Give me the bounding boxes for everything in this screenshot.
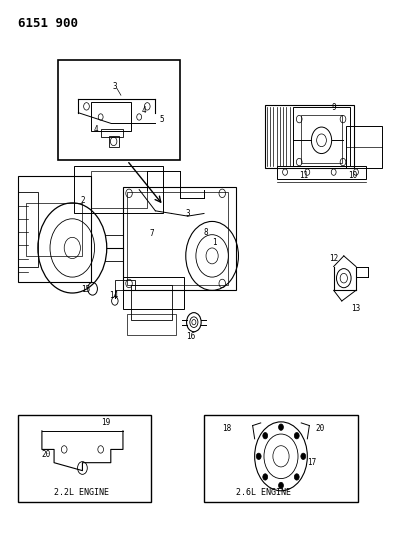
Text: 11: 11: [299, 171, 308, 180]
Bar: [127, 192, 228, 285]
Circle shape: [256, 453, 261, 459]
Text: 9: 9: [332, 103, 336, 112]
Bar: [18, 415, 151, 503]
Circle shape: [294, 474, 299, 480]
Text: 20: 20: [315, 424, 325, 433]
Circle shape: [263, 432, 268, 439]
Text: 19: 19: [101, 418, 110, 427]
Text: 4: 4: [94, 125, 98, 134]
Text: 12: 12: [330, 254, 339, 263]
Bar: [277, 166, 366, 179]
Bar: [58, 60, 180, 160]
Text: 4: 4: [141, 106, 146, 115]
Text: 15: 15: [82, 285, 91, 294]
Text: 16: 16: [186, 332, 196, 341]
Text: 13: 13: [351, 304, 360, 313]
Circle shape: [279, 482, 284, 489]
Text: 6151 900: 6151 900: [18, 17, 78, 30]
Text: 17: 17: [307, 458, 317, 467]
Bar: [91, 102, 131, 131]
Text: 8: 8: [203, 228, 208, 237]
Bar: [346, 126, 382, 168]
Text: 3: 3: [113, 82, 118, 91]
Circle shape: [294, 432, 299, 439]
Text: 10: 10: [348, 171, 357, 180]
Text: 2.2L ENGINE: 2.2L ENGINE: [54, 488, 109, 497]
Bar: [74, 166, 164, 214]
Text: 7: 7: [149, 229, 154, 238]
Bar: [91, 171, 147, 208]
Bar: [115, 280, 135, 290]
Bar: [18, 176, 91, 282]
Text: 18: 18: [222, 424, 231, 433]
Text: 2.6L ENGINE: 2.6L ENGINE: [236, 488, 291, 497]
Text: 2: 2: [80, 196, 85, 205]
Bar: [101, 128, 123, 136]
Bar: [26, 203, 82, 256]
Bar: [131, 285, 172, 319]
Circle shape: [279, 424, 284, 430]
Bar: [127, 314, 175, 335]
Bar: [301, 115, 342, 163]
Circle shape: [301, 453, 306, 459]
Bar: [265, 105, 354, 168]
Bar: [204, 415, 358, 503]
Bar: [123, 277, 184, 309]
Bar: [109, 135, 119, 147]
Text: 20: 20: [42, 450, 51, 459]
Bar: [293, 108, 350, 166]
Text: 14: 14: [109, 290, 118, 300]
Bar: [18, 192, 38, 266]
Circle shape: [263, 474, 268, 480]
Bar: [123, 187, 236, 290]
Text: 5: 5: [160, 115, 164, 124]
Text: 1: 1: [212, 238, 217, 247]
Text: 3: 3: [186, 209, 191, 218]
